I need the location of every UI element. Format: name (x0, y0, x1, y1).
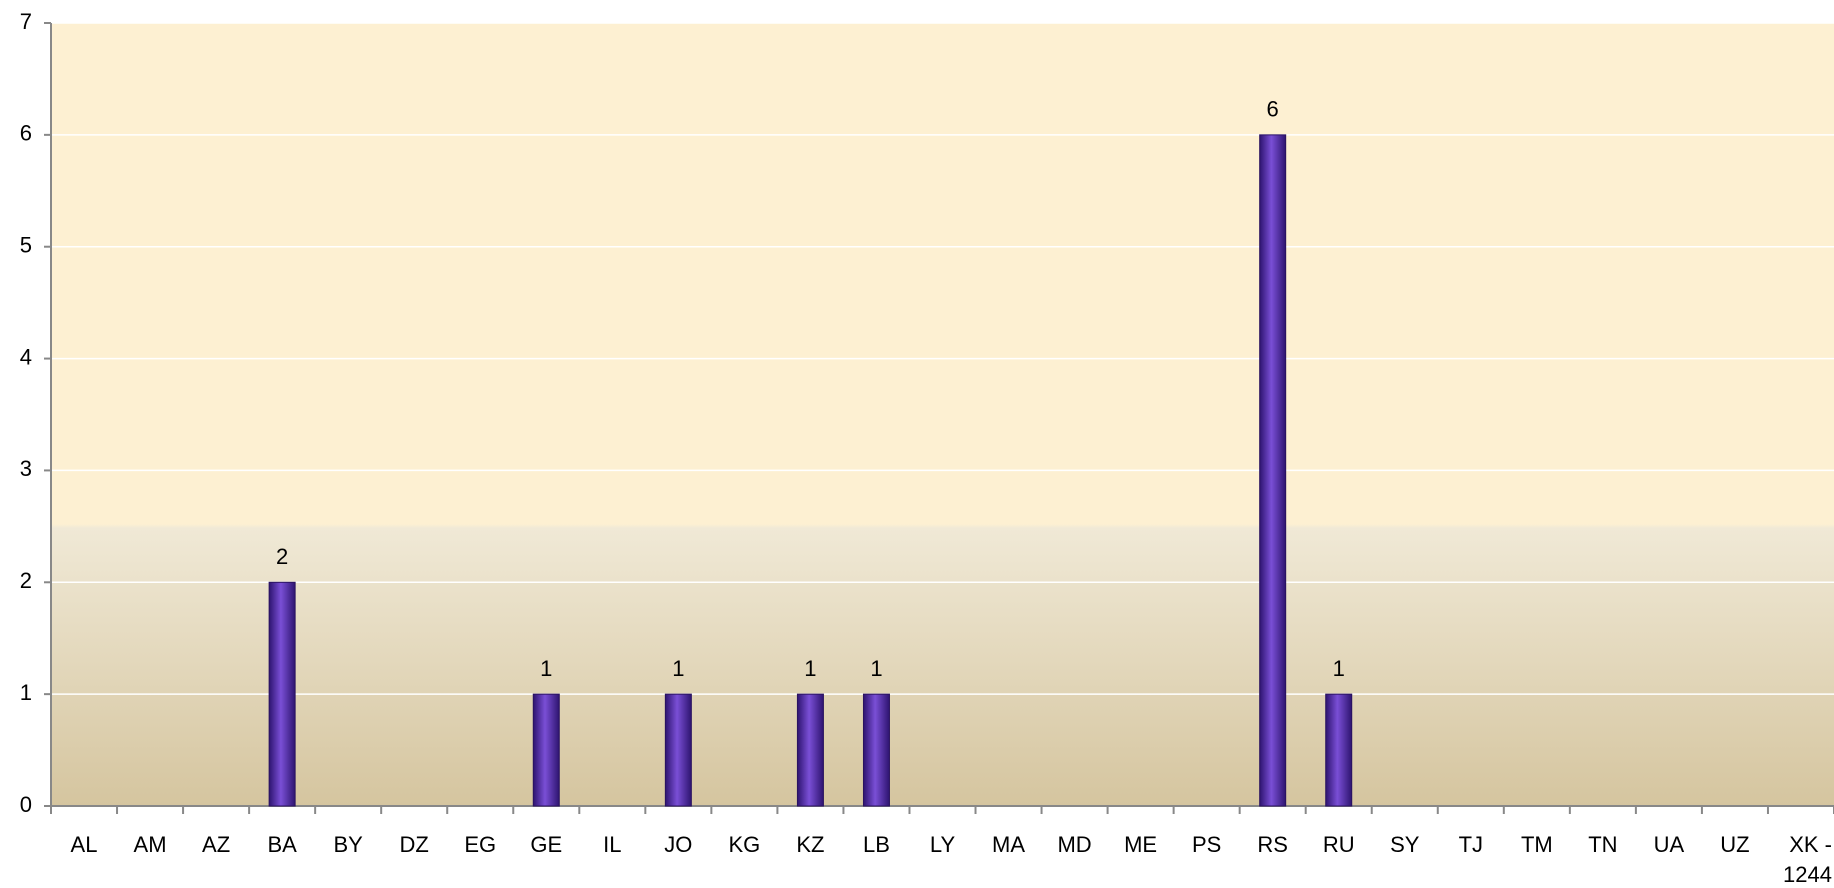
x-tick-label: IL (603, 832, 621, 857)
x-tick-label: JO (664, 832, 692, 857)
bar (532, 693, 560, 807)
bar (862, 693, 890, 807)
data-label: 6 (1267, 97, 1279, 122)
y-tick-label: 2 (20, 568, 32, 593)
bar (796, 693, 824, 807)
x-tick-label: KZ (796, 832, 824, 857)
data-label: 1 (804, 656, 816, 681)
data-label: 2 (276, 544, 288, 569)
x-tick-label: TJ (1459, 832, 1483, 857)
x-tick-label: AM (134, 832, 167, 857)
x-tick-label: KG (728, 832, 760, 857)
y-tick-label: 4 (20, 344, 32, 369)
data-label: 1 (870, 656, 882, 681)
x-tick-label: PS (1192, 832, 1221, 857)
x-tick-label: LB (863, 832, 890, 857)
x-tick-label: AL (71, 832, 98, 857)
x-tick-label: MD (1057, 832, 1091, 857)
x-tick-label: AZ (202, 832, 230, 857)
y-tick-label: 1 (20, 680, 32, 705)
x-tick-label: UZ (1720, 832, 1749, 857)
x-tick-label: ME (1124, 832, 1157, 857)
y-tick-label: 6 (20, 121, 32, 146)
x-tick-label: BA (267, 832, 297, 857)
bar (1259, 134, 1287, 807)
bar (268, 581, 296, 807)
x-tick-label: DZ (400, 832, 429, 857)
x-tick-label: TM (1521, 832, 1553, 857)
y-tick-label: 7 (20, 9, 32, 34)
x-tick-label: MA (992, 832, 1025, 857)
x-tick-label: EG (464, 832, 496, 857)
bar (1325, 693, 1353, 807)
y-tick-label: 3 (20, 456, 32, 481)
x-tick-label: TN (1588, 832, 1617, 857)
x-tick-label: BY (333, 832, 363, 857)
bar (664, 693, 692, 807)
y-tick-label: 0 (20, 792, 32, 817)
x-tick-label: UA (1654, 832, 1685, 857)
data-label: 1 (1333, 656, 1345, 681)
plot-background (51, 23, 1834, 806)
x-tick-label: RU (1323, 832, 1355, 857)
data-label: 1 (672, 656, 684, 681)
y-tick-label: 5 (20, 233, 32, 258)
x-tick-label: XK -1244 (1783, 832, 1832, 887)
x-tick-label: RS (1257, 832, 1288, 857)
x-tick-label: GE (530, 832, 562, 857)
data-label: 1 (540, 656, 552, 681)
x-tick-label: LY (930, 832, 956, 857)
x-tick-label: SY (1390, 832, 1420, 857)
